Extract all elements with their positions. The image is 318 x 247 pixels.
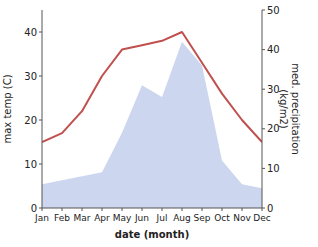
x-tick-label: Nov	[233, 213, 251, 223]
y2-tick-label: 10	[267, 163, 280, 174]
x-tick-label: Feb	[54, 213, 70, 223]
y-tick	[39, 120, 42, 121]
x-tick	[42, 208, 43, 211]
y-tick-label: 20	[24, 115, 37, 126]
y-tick	[39, 32, 42, 33]
x-tick	[142, 208, 143, 211]
precipitation-area	[42, 42, 262, 208]
y2-tick-label: 20	[267, 123, 280, 134]
x-tick-label: Jul	[156, 213, 168, 223]
y-tick	[39, 164, 42, 165]
y2-tick	[262, 168, 265, 169]
y2-tick	[262, 10, 265, 11]
x-tick-label: Sep	[194, 213, 211, 223]
x-tick	[82, 208, 83, 211]
x-axis-line	[42, 208, 262, 209]
x-tick-label: May	[113, 213, 132, 223]
x-tick	[122, 208, 123, 211]
y2-tick	[262, 49, 265, 50]
y2-axis-line	[262, 10, 263, 208]
x-tick	[182, 208, 183, 211]
plot-area	[42, 32, 262, 208]
chart: 0 10 20 30 40 0 10 20 30 40 50 Jan Feb MarAprMayJun Ju…	[0, 0, 318, 247]
y2-tick-label: 0	[267, 203, 273, 214]
x-tick-label: Aug	[173, 213, 191, 223]
x-tick-label: Dec	[253, 213, 270, 223]
y2-tick-label: 50	[267, 5, 280, 16]
x-tick	[102, 208, 103, 211]
x-axis-label: date (month)	[115, 229, 189, 240]
x-tick	[242, 208, 243, 211]
y2-tick	[262, 89, 265, 90]
x-tick	[162, 208, 163, 211]
y2-axis-label: med. precipitation(kg/m2)	[278, 63, 301, 155]
y-tick-label: 0	[31, 203, 37, 214]
y-axis-line	[42, 10, 43, 208]
y-tick-label: 10	[24, 159, 37, 170]
y-axis-label: max temp (C)	[2, 74, 13, 143]
y-tick-label: 30	[24, 71, 37, 82]
y-tick-label: 40	[24, 27, 37, 38]
x-tick-label: Mar	[74, 213, 91, 223]
y2-tick-label: 40	[267, 44, 280, 55]
x-tick	[262, 208, 263, 211]
x-tick	[202, 208, 203, 211]
y2-tick-label: 30	[267, 84, 280, 95]
x-tick-label: Apr	[94, 213, 110, 223]
y2-axis-label-line: (kg/m2)	[278, 89, 289, 129]
x-tick-label: Jun	[134, 213, 149, 223]
x-tick-label: Oct	[214, 213, 230, 223]
x-tick-label: Jan	[34, 213, 49, 223]
x-tick	[62, 208, 63, 211]
temperature-line	[42, 32, 262, 142]
x-tick	[222, 208, 223, 211]
y2-axis-label-line: med. precipitation	[290, 63, 301, 155]
y2-tick	[262, 128, 265, 129]
y-tick	[39, 76, 42, 77]
